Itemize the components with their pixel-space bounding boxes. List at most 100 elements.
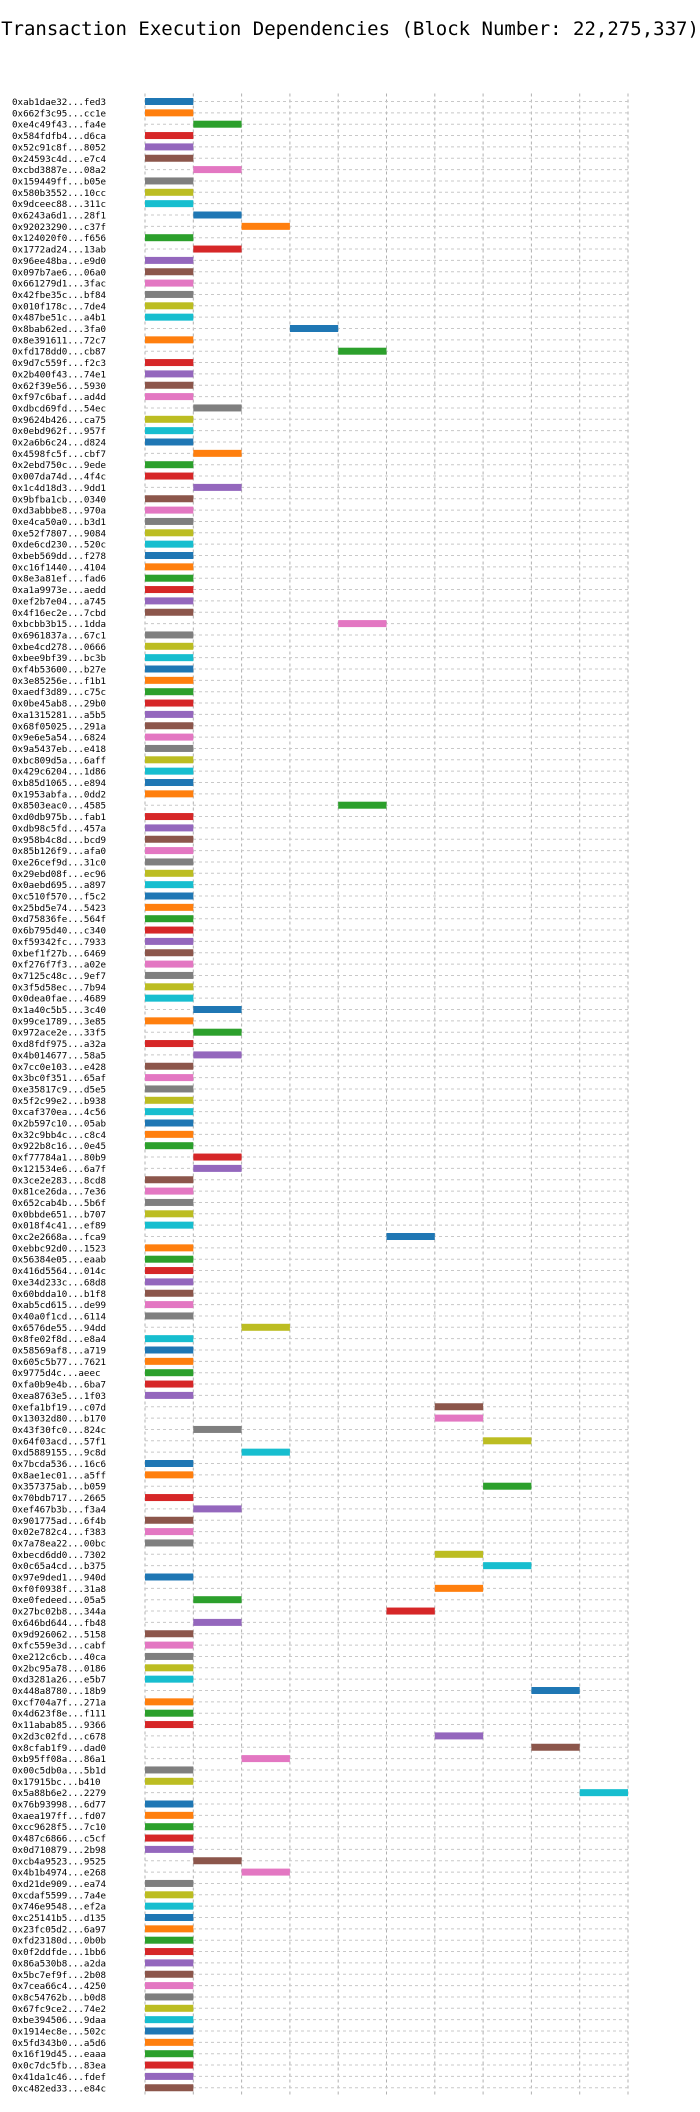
y-tick-label: 0x584fdfb4...d6ca bbox=[12, 131, 106, 142]
bar bbox=[241, 1755, 290, 1763]
bar bbox=[145, 1630, 194, 1638]
bar bbox=[145, 994, 194, 1002]
bar bbox=[145, 869, 194, 877]
bar bbox=[145, 1845, 194, 1853]
y-tick-label: 0x1953abfa...0dd2 bbox=[12, 789, 106, 800]
bar bbox=[145, 574, 194, 582]
bar bbox=[145, 1721, 194, 1729]
bar bbox=[145, 790, 194, 798]
y-tick-label: 0x62f39e56...5930 bbox=[12, 381, 106, 392]
bar bbox=[145, 290, 194, 298]
bar bbox=[145, 1902, 194, 1910]
y-tick-label: 0x7cc0e103...e428 bbox=[12, 1062, 106, 1073]
bar bbox=[145, 779, 194, 786]
bar bbox=[145, 1267, 194, 1275]
bar bbox=[145, 835, 194, 843]
bar bbox=[145, 1709, 194, 1717]
bar bbox=[145, 1017, 194, 1025]
y-tick-label: 0xd8fdf975...a32a bbox=[12, 1039, 106, 1050]
y-tick-label: 0x652cab4b...5b6f bbox=[12, 1198, 106, 1209]
y-tick-label: 0xf59342fc...7933 bbox=[12, 937, 106, 948]
bar bbox=[145, 1539, 194, 1547]
y-tick-label: 0x1772ad24...13ab bbox=[12, 245, 106, 256]
y-tick-label: 0x0be45ab8...29b0 bbox=[12, 699, 106, 710]
bar bbox=[145, 517, 194, 525]
y-tick-label: 0x357375ab...b059 bbox=[12, 1482, 106, 1493]
y-tick-label: 0xe52f7807...9084 bbox=[12, 528, 107, 539]
y-tick-label: 0x6243a6d1...28f1 bbox=[12, 211, 106, 222]
bar bbox=[145, 1891, 194, 1899]
y-tick-label: 0xb95ff08a...86a1 bbox=[12, 1754, 106, 1765]
y-tick-label: 0xfd178dd0...cb87 bbox=[12, 347, 106, 358]
y-tick-label: 0x9bfba1cb...0340 bbox=[12, 494, 106, 505]
bar bbox=[338, 347, 387, 355]
bar bbox=[193, 1006, 242, 1013]
y-tick-label: 0xc16f1440...4104 bbox=[12, 562, 107, 573]
y-tick-label: 0x0aebd695...a897 bbox=[12, 880, 106, 891]
bar bbox=[145, 154, 194, 162]
bar bbox=[145, 336, 194, 344]
y-tick-label: 0x8bab62ed...3fa0 bbox=[12, 324, 106, 335]
y-tick-label: 0x92023290...c37f bbox=[12, 222, 106, 233]
y-tick-label: 0x5fd343b0...a5d6 bbox=[12, 2038, 106, 2049]
y-tick-label: 0xe26cef9d...31c0 bbox=[12, 857, 106, 868]
bar bbox=[145, 756, 194, 764]
y-tick-label: 0x3e85256e...f1b1 bbox=[12, 676, 106, 687]
y-tick-label: 0x580b3552...10cc bbox=[12, 188, 106, 199]
bar bbox=[145, 2038, 194, 2046]
bar bbox=[145, 1460, 194, 1467]
bar bbox=[531, 1687, 580, 1694]
y-tick-label: 0xef467b3b...f3a4 bbox=[12, 1504, 107, 1515]
y-tick-label: 0x85b126f9...afa0 bbox=[12, 846, 106, 857]
bar bbox=[386, 1233, 435, 1240]
y-tick-label: 0x25bd5e74...5423 bbox=[12, 903, 106, 914]
y-tick-label: 0xc482ed33...e84c bbox=[12, 2083, 106, 2094]
bar bbox=[145, 1573, 194, 1581]
y-tick-label: 0x76b93998...6d77 bbox=[12, 1800, 106, 1811]
bar bbox=[145, 1119, 194, 1127]
bar bbox=[145, 654, 194, 662]
y-tick-label: 0xd3abbbe8...970a bbox=[12, 506, 106, 517]
y-tick-label: 0x64f03acd...57f1 bbox=[12, 1436, 106, 1447]
y-tick-label: 0x661279d1...3fac bbox=[12, 279, 106, 290]
y-tick-label: 0x29ebd08f...ec96 bbox=[12, 869, 106, 880]
bar bbox=[145, 1936, 194, 1944]
bar bbox=[145, 143, 194, 151]
bar bbox=[145, 1914, 194, 1921]
y-tick-label: 0xebbc92d0...1523 bbox=[12, 1243, 106, 1254]
y-tick-label: 0xf97c6baf...ad4d bbox=[12, 392, 106, 403]
bar bbox=[483, 1562, 532, 1570]
bar bbox=[145, 268, 194, 276]
y-tick-label: 0x2a6b6c24...d824 bbox=[12, 438, 107, 449]
y-tick-label: 0x41da1c46...fdef bbox=[12, 2072, 106, 2083]
bar bbox=[145, 506, 194, 514]
bar bbox=[145, 1312, 194, 1320]
bar bbox=[145, 472, 194, 480]
bar bbox=[145, 915, 194, 923]
y-tick-label: 0x16f19d45...eaaa bbox=[12, 2049, 106, 2060]
y-tick-label: 0xc510f570...f5c2 bbox=[12, 892, 106, 903]
y-tick-label: 0xbe394506...9daa bbox=[12, 2015, 106, 2026]
bar bbox=[145, 1698, 194, 1706]
y-tick-label: 0x96ee48ba...e9d0 bbox=[12, 256, 106, 267]
bar bbox=[145, 1278, 194, 1286]
y-tick-label: 0x6b795d40...c340 bbox=[12, 926, 106, 937]
bar bbox=[145, 234, 194, 242]
y-tick-label: 0x52c91c8f...8052 bbox=[12, 142, 106, 153]
bar bbox=[289, 325, 339, 332]
bar bbox=[145, 1652, 194, 1660]
y-tick-label: 0x4b014677...58a5 bbox=[12, 1050, 106, 1061]
bar bbox=[145, 1948, 194, 1956]
y-tick-label: 0x13032d80...b170 bbox=[12, 1414, 106, 1425]
bar bbox=[145, 132, 194, 140]
bar bbox=[193, 211, 242, 219]
y-tick-label: 0x010f178c...7de4 bbox=[12, 301, 107, 312]
bar bbox=[145, 495, 194, 503]
y-tick-label: 0xea8763e5...1f03 bbox=[12, 1391, 106, 1402]
y-tick-label: 0x1c4d18d3...9dd1 bbox=[12, 483, 106, 494]
bar bbox=[145, 858, 194, 866]
y-tick-label: 0x958b4c8d...bcd9 bbox=[12, 835, 106, 846]
y-tick-label: 0x1a40c5b5...3c40 bbox=[12, 1005, 106, 1016]
bar bbox=[145, 1108, 194, 1116]
bar bbox=[145, 563, 194, 571]
